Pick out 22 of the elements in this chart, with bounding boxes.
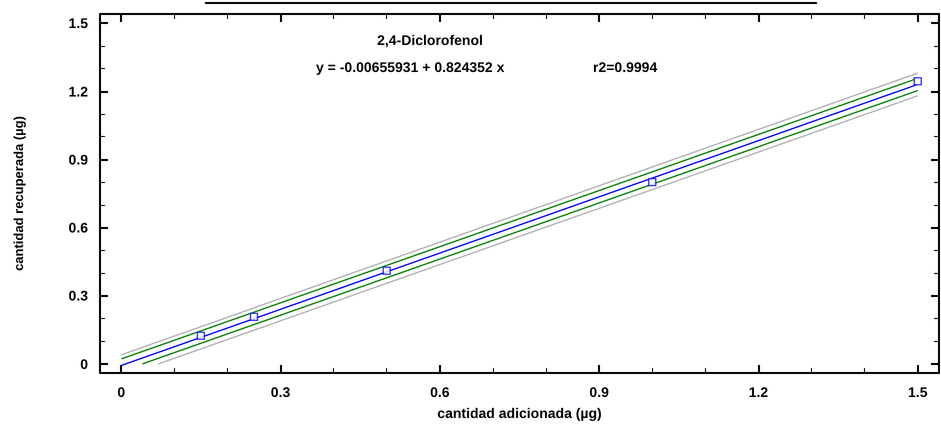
point [382,266,391,275]
y-tick-label: 0.9 [68,151,88,168]
y-tick-label: 1.2 [68,83,88,100]
x-tick-label: 1.5 [908,384,928,400]
point [914,77,922,86]
x-tick-label: 0.3 [270,384,290,400]
y-tick-label: 1.5 [68,15,88,32]
y-tick-label: 0.3 [68,288,88,304]
point [196,332,206,340]
point [250,312,258,322]
text: 2,4-Diclorofenol [377,32,483,48]
annotation: r2=0.9994 [593,59,658,75]
x-axis-title: cantidad adicionada (µg) [437,405,602,421]
y-tick-label: 0.6 [68,220,88,236]
x-tick-label: 1.2 [748,384,768,400]
x-tick-label: 0.9 [589,384,610,400]
y-axis-title: cantidad recuperada (µg) [11,116,26,271]
y-tick-label: 0 [80,356,88,372]
x-tick-label: 0 [117,384,126,400]
x-tick-label: 0.6 [430,384,450,400]
point [648,178,656,186]
annotation: y = -0.00655931 + 0.824352 x [316,59,505,75]
